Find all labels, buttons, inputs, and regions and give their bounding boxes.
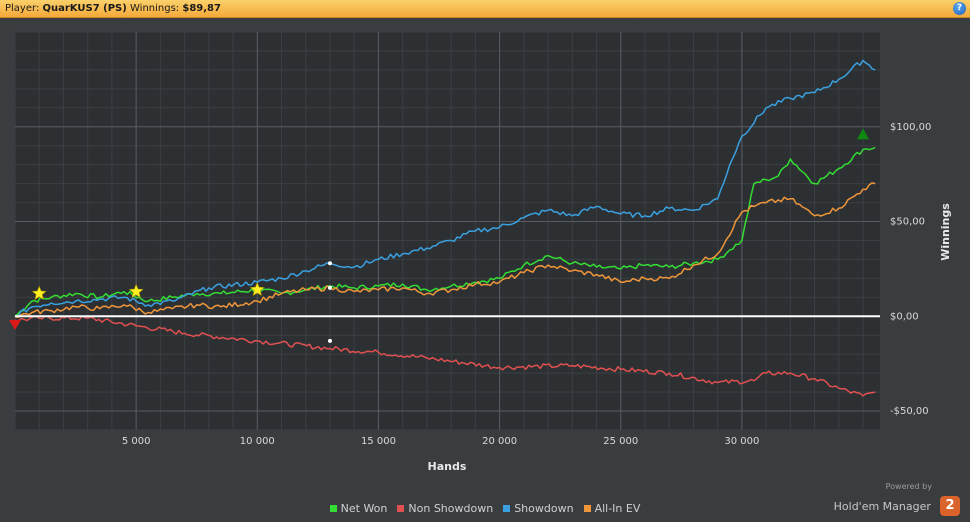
y-tick-label: -$50,00 [890,406,929,417]
legend-item-non-showdown[interactable]: Non Showdown [397,502,493,515]
legend-swatch [583,505,591,512]
branding: Powered by Hold'em Manager 2 [833,482,960,516]
plot-area [15,32,880,430]
legend: Net Won Non Showdown Showdown All-In EV [0,502,970,515]
x-tick-label: 30 000 [724,436,759,447]
legend-swatch [329,505,337,512]
data-point-marker [327,261,332,266]
legend-label: All-In EV [594,502,641,515]
legend-label: Net Won [340,502,388,515]
y-tick-labels: -$50,00 $0,00 $50,00 $100,00 [890,122,931,417]
y-tick-label: $0,00 [890,311,919,322]
min-marker-icon [9,319,21,330]
legend-label: Non Showdown [408,502,494,515]
series-line-net-won [14,146,876,317]
y-axis-label: Winnings [939,203,952,261]
x-tick-label: 20 000 [482,436,517,447]
annotation-marks [9,128,870,343]
winnings-chart: 5 000 10 000 15 000 20 000 25 000 30 000 -$50… [9,31,952,473]
y-tick-label: $50,00 [890,217,925,228]
powered-by-text: Powered by [885,481,932,491]
x-tick-labels: 5 000 10 000 15 000 20 000 25 000 30 000 [122,436,760,447]
y-tick-label: $100,00 [890,122,931,133]
x-tick-label: 5 000 [122,436,151,447]
star-marker-icon [128,283,144,298]
star-marker-icon [31,285,47,300]
x-axis-label: Hands [428,460,467,473]
brand-name: Hold'em Manager [833,499,931,513]
player-name: QuarKUS7 (PS) [42,3,127,14]
winnings-value: $89,87 [182,3,221,14]
data-point-marker [327,338,332,343]
hem2-logo-icon: 2 [940,496,960,516]
x-tick-label: 10 000 [240,436,275,447]
series-line-all-in-ev [14,182,876,319]
star-marker-icon [249,282,265,297]
winnings-label: Winnings: [130,3,180,14]
x-tick-label: 15 000 [361,436,396,447]
max-marker-icon [857,128,870,140]
series-line-non-showdown [14,315,876,397]
help-icon[interactable]: ? [953,2,966,15]
legend-swatch [397,505,405,512]
x-tick-label: 25 000 [603,436,638,447]
series-lines [14,59,880,397]
legend-item-all-in-ev[interactable]: All-In EV [583,502,641,515]
series-line-showdown [14,59,876,318]
legend-item-net-won[interactable]: Net Won [329,502,388,515]
legend-item-showdown[interactable]: Showdown [503,502,574,515]
player-info: Player: QuarKUS7 (PS) Winnings: $89,87 [5,3,221,14]
legend-swatch [503,505,511,512]
player-label: Player: [5,3,40,14]
data-point-marker [327,285,332,290]
legend-label: Showdown [514,502,574,515]
title-bar: Player: QuarKUS7 (PS) Winnings: $89,87 ? [0,0,970,18]
